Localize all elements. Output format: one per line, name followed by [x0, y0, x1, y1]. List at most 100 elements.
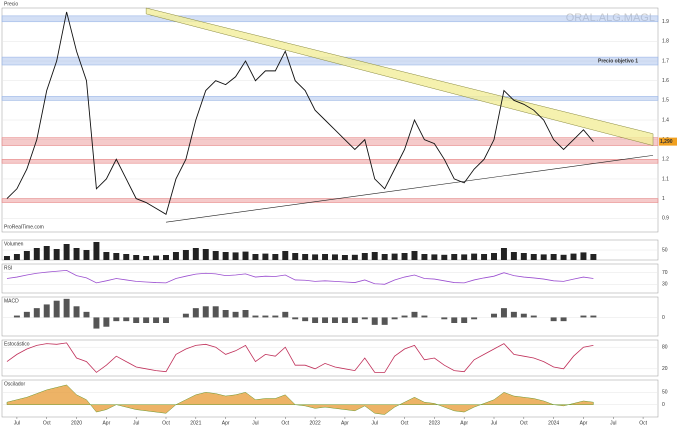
indicator-bar [262, 315, 269, 318]
indicator-bar [212, 251, 219, 260]
indicator-bar [471, 253, 478, 260]
indicator-bar [113, 253, 120, 260]
y-tick-label: 50 [662, 390, 668, 396]
indicator-bar [341, 317, 348, 323]
indicator-bar [182, 250, 189, 260]
indicator-bar [63, 298, 70, 318]
panel-name: RSI [4, 265, 12, 271]
indicator-bar [83, 250, 90, 260]
x-tick-label: 2022 [310, 420, 321, 426]
indicator-bar [202, 306, 209, 318]
indicator-bar [282, 311, 289, 318]
indicator-bar [252, 254, 259, 260]
y-tick-label: 30 [662, 282, 668, 288]
x-tick-label: Oct [401, 420, 409, 426]
y-tick-label: 1.8 [662, 39, 669, 45]
x-tick-label: Apr [580, 420, 588, 426]
x-tick-label: Apr [460, 420, 468, 426]
x-tick-label: Jul [610, 420, 616, 426]
indicator-bar [540, 254, 547, 260]
indicator-bar [510, 311, 517, 318]
indicator-bar [133, 317, 140, 323]
indicator-bar [331, 317, 338, 323]
indicator-bar [252, 315, 259, 318]
y-tick-label: 20 [662, 366, 668, 372]
indicator-bar [441, 254, 448, 260]
zone [1, 137, 659, 146]
indicator-bar [451, 317, 458, 323]
indicator-bar [143, 256, 150, 260]
indicator-bar [550, 254, 557, 260]
indicator-bar [322, 317, 329, 323]
y-tick-label: 1.1 [662, 176, 669, 182]
indicator-bar [23, 311, 30, 318]
y-tick-label: 0 [662, 402, 665, 408]
panel-name: Estocástico [4, 341, 30, 347]
last-price-box [659, 137, 677, 146]
indicator-bar [113, 317, 120, 322]
indicator-bar [292, 253, 299, 260]
indicator-bar [401, 253, 408, 260]
zone [1, 158, 659, 164]
indicator-bar [73, 248, 80, 260]
indicator-bar [560, 254, 567, 260]
zone-label: Precio objetivo 1 [598, 58, 638, 64]
indicator-bar [232, 252, 239, 260]
x-tick-label: Apr [222, 420, 230, 426]
indicator-bar [43, 246, 50, 260]
chart-subtitle: Precio [4, 1, 18, 7]
indicator-bar [411, 311, 418, 318]
y-tick-label: 1.9 [662, 19, 669, 25]
indicator-bar [242, 310, 249, 318]
indicator-bar [351, 254, 358, 260]
indicator-bar [431, 254, 438, 260]
indicator-bar [222, 310, 229, 318]
indicator-bar [381, 317, 388, 325]
indicator-bar [272, 315, 279, 318]
indicator-bar [441, 317, 448, 320]
zone [1, 96, 659, 101]
x-tick-label: Oct [162, 420, 170, 426]
indicator-bar [500, 308, 507, 318]
indicator-bar [222, 252, 229, 260]
x-tick-label: Jul [491, 420, 497, 426]
indicator-bar [153, 317, 160, 323]
indicator-bar [471, 317, 478, 320]
indicator-bar [163, 317, 169, 323]
indicator-bar [331, 254, 338, 260]
indicator-bar [361, 253, 368, 260]
indicator-bar [391, 317, 398, 320]
indicator-bar [103, 317, 110, 327]
watermark: ORAL.ALG.MAGL [566, 12, 655, 24]
x-tick-label: 2020 [71, 420, 82, 426]
indicator-bar [461, 317, 468, 323]
y-tick-label: 1.4 [662, 117, 669, 123]
indicator-bar [242, 251, 249, 260]
indicator-bar [401, 315, 408, 318]
y-tick-label: 80 [662, 345, 668, 351]
indicator-bar [590, 315, 597, 318]
x-tick-label: 2024 [548, 420, 559, 426]
indicator-bar [292, 317, 299, 320]
indicator-bar [232, 311, 239, 318]
price-line [6, 11, 594, 216]
channel [145, 7, 654, 146]
indicator-bar [341, 255, 348, 260]
indicator-bar [212, 306, 219, 318]
indicator-bar [103, 252, 110, 260]
x-tick-label: Jul [14, 420, 20, 426]
indicator-bar [520, 253, 527, 260]
panel-frame [1, 339, 659, 377]
indicator-bar [491, 313, 497, 318]
y-tick-label: 0 [662, 315, 665, 321]
panel-name: Volumen [4, 241, 24, 247]
indicator-bar [93, 242, 100, 260]
y-tick-label: 70 [662, 270, 668, 276]
panel-frame [1, 379, 659, 418]
indicator-bar [351, 317, 358, 323]
indicator-bar [391, 253, 398, 260]
indicator-bar [381, 254, 388, 260]
indicator-bar [123, 317, 130, 322]
x-tick-label: Oct [281, 420, 289, 426]
indicator-bar [262, 253, 269, 260]
